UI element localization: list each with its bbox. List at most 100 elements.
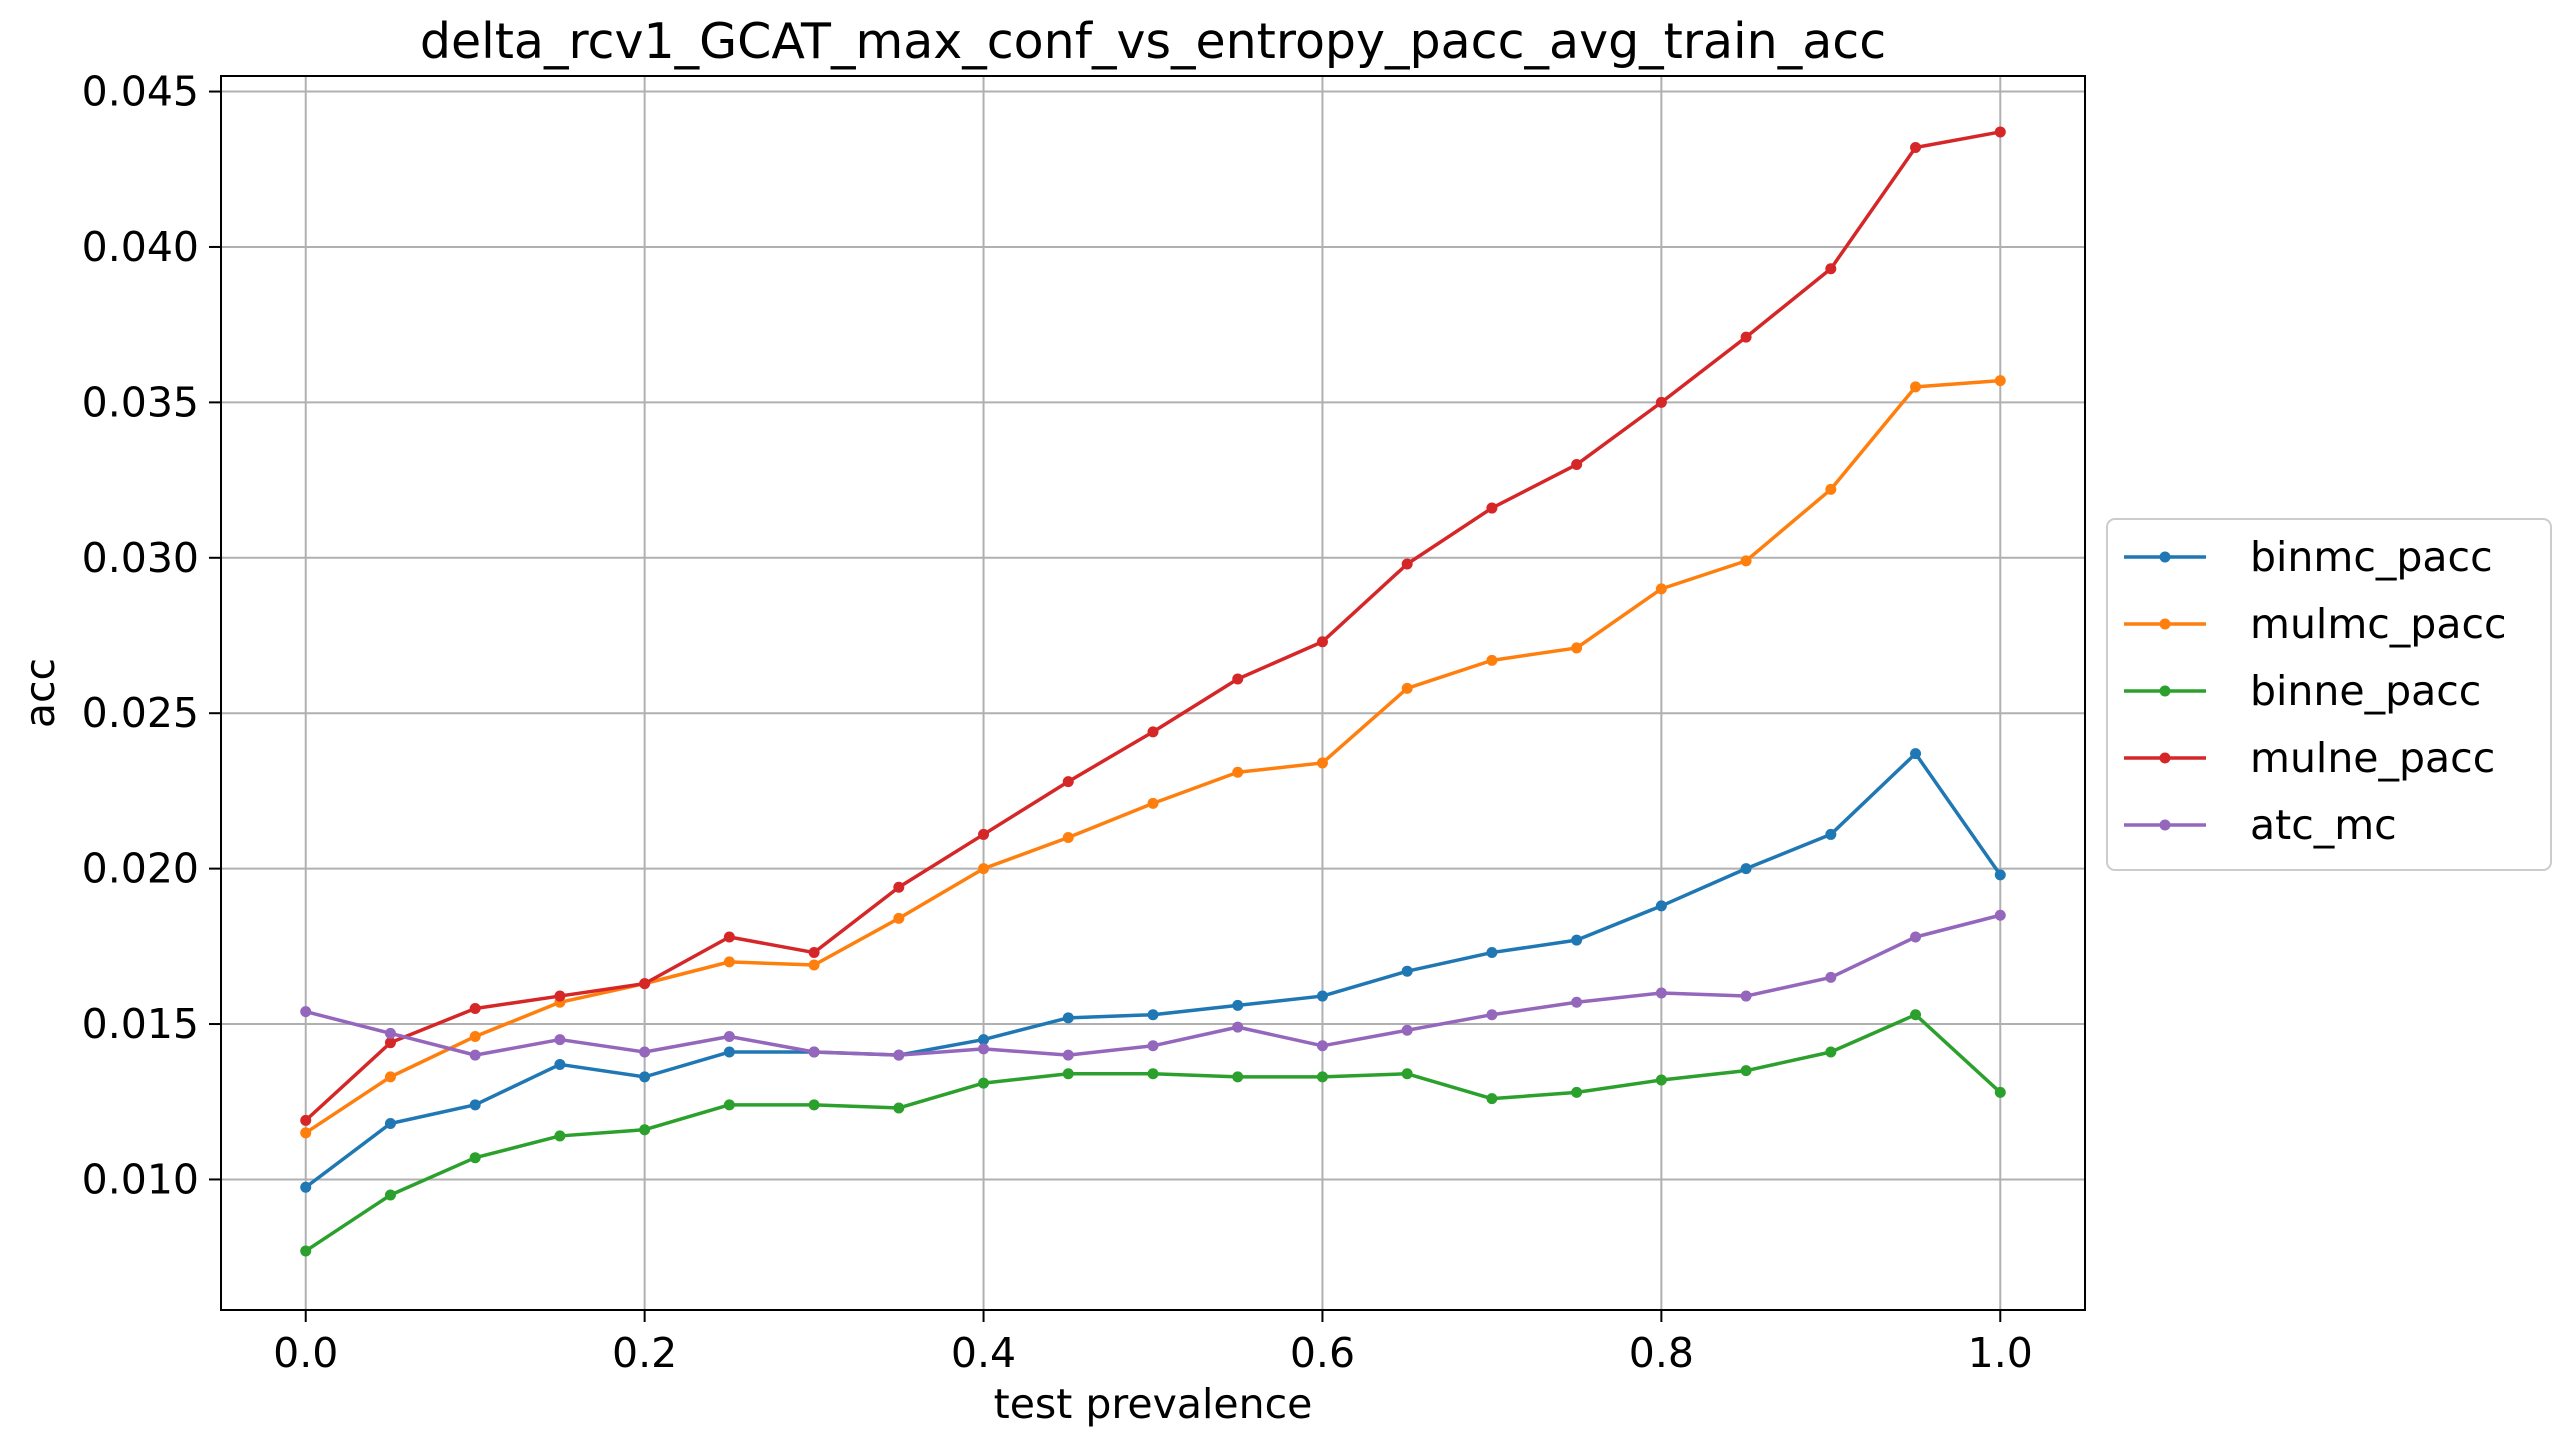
y-axis-label: acc (16, 658, 64, 728)
data-point-binne_pacc (723, 1099, 735, 1111)
data-point-binne_pacc (1401, 1068, 1413, 1080)
data-point-atc_mc (978, 1043, 990, 1055)
legend-label: binne_pacc (2250, 667, 2481, 715)
data-point-atc_mc (1062, 1049, 1074, 1061)
data-point-binmc_pacc (469, 1099, 481, 1111)
x-axis: 0.0 0.2 0.4 0.6 0.8 1.0 (273, 1310, 2033, 1377)
data-point-binmc_pacc (723, 1046, 735, 1058)
data-point-binmc_pacc (384, 1118, 396, 1130)
data-point-binne_pacc (1910, 1009, 1922, 1021)
legend-item-binmc_pacc: binmc_pacc (2124, 533, 2493, 581)
legend-marker (2159, 752, 2171, 764)
data-point-mulne_pacc (893, 881, 905, 893)
x-tick-label: 0.8 (1629, 1329, 1694, 1377)
data-point-binne_pacc (469, 1152, 481, 1164)
x-tick-label: 0.4 (951, 1329, 1016, 1377)
y-tick-label: 0.010 (82, 1155, 199, 1203)
data-point-mulmc_pacc (978, 863, 990, 875)
series-atc_mc (300, 909, 2006, 1061)
data-point-atc_mc (1571, 996, 1583, 1008)
x-tick-label: 0.2 (612, 1329, 677, 1377)
legend-label: binmc_pacc (2250, 533, 2493, 581)
legend-label: mulne_pacc (2250, 734, 2495, 782)
data-point-binmc_pacc (1994, 869, 2006, 881)
data-point-binne_pacc (1655, 1074, 1667, 1086)
data-point-binne_pacc (639, 1124, 651, 1136)
data-point-binmc_pacc (639, 1071, 651, 1083)
data-point-mulmc_pacc (808, 959, 820, 971)
data-point-binne_pacc (978, 1077, 990, 1089)
data-point-binne_pacc (1825, 1046, 1837, 1058)
data-point-mulne_pacc (1232, 673, 1244, 685)
data-point-binmc_pacc (1910, 748, 1922, 760)
legend-marker (2159, 618, 2171, 630)
data-point-mulmc_pacc (1232, 766, 1244, 778)
data-point-binne_pacc (1062, 1068, 1074, 1080)
data-point-binne_pacc (1994, 1086, 2006, 1098)
data-point-mulne_pacc (639, 978, 651, 990)
data-point-atc_mc (1147, 1040, 1159, 1052)
grid-lines (221, 76, 2085, 1310)
data-point-mulne_pacc (808, 947, 820, 959)
data-point-mulmc_pacc (1316, 757, 1328, 769)
data-point-binne_pacc (1147, 1068, 1159, 1080)
y-tick-label: 0.035 (82, 378, 199, 426)
data-point-mulne_pacc (384, 1037, 396, 1049)
series-line-mulne_pacc (304, 130, 2001, 1122)
data-point-atc_mc (639, 1046, 651, 1058)
data-point-mulne_pacc (978, 828, 990, 840)
y-tick-label: 0.030 (82, 534, 199, 582)
data-point-atc_mc (469, 1049, 481, 1061)
data-point-mulmc_pacc (1401, 682, 1413, 694)
data-point-mulne_pacc (1316, 636, 1328, 648)
data-point-mulmc_pacc (1062, 832, 1074, 844)
data-point-binne_pacc (1571, 1086, 1583, 1098)
data-point-binne_pacc (1740, 1065, 1752, 1077)
data-point-mulne_pacc (554, 990, 566, 1002)
data-point-atc_mc (1825, 971, 1837, 983)
y-tick-label: 0.015 (82, 1000, 199, 1048)
data-point-binmc_pacc (1655, 900, 1667, 912)
data-point-mulne_pacc (469, 1002, 481, 1014)
data-point-mulne_pacc (1486, 502, 1498, 514)
data-point-atc_mc (1486, 1009, 1498, 1021)
data-point-mulmc_pacc (1147, 797, 1159, 809)
data-point-atc_mc (1316, 1040, 1328, 1052)
data-point-atc_mc (723, 1030, 735, 1042)
legend-marker (2159, 819, 2171, 831)
data-point-mulmc_pacc (1910, 381, 1922, 393)
legend: binmc_pacc mulmc_pacc binne_pacc mulne_pacc… (2106, 518, 2552, 871)
data-point-binmc_pacc (1740, 863, 1752, 875)
x-tick-label: 1.0 (1968, 1329, 2033, 1377)
data-point-binmc_pacc (1825, 828, 1837, 840)
data-point-mulne_pacc (300, 1114, 312, 1126)
data-point-mulmc_pacc (1486, 654, 1498, 666)
data-point-mulmc_pacc (1655, 583, 1667, 595)
x-tick-label: 0.6 (1290, 1329, 1355, 1377)
legend-marker (2159, 551, 2171, 563)
legend-item-atc_mc: atc_mc (2124, 801, 2397, 849)
data-point-atc_mc (1994, 909, 2006, 921)
y-tick-label: 0.025 (82, 689, 199, 737)
data-point-binne_pacc (808, 1099, 820, 1111)
plot-frame (220, 75, 2086, 1311)
series-binne_pacc (300, 1009, 2006, 1257)
data-point-mulne_pacc (1401, 558, 1413, 570)
data-point-mulne_pacc (1825, 263, 1837, 275)
legend-label: mulmc_pacc (2250, 600, 2507, 648)
y-axis: 0.010 0.015 0.020 0.025 0.030 0.035 0.040 0.045 (82, 68, 221, 1203)
data-point-binne_pacc (893, 1102, 905, 1114)
data-point-mulmc_pacc (723, 956, 735, 968)
data-point-binne_pacc (1486, 1093, 1498, 1105)
data-point-mulne_pacc (1147, 726, 1159, 738)
chart-title: delta_rcv1_GCAT_max_conf_vs_entropy_pacc… (420, 13, 1886, 70)
data-point-atc_mc (808, 1046, 820, 1058)
data-point-binmc_pacc (1062, 1012, 1074, 1024)
data-point-mulmc_pacc (384, 1071, 396, 1083)
data-point-mulmc_pacc (300, 1127, 312, 1139)
series-layer (300, 126, 2006, 1257)
data-point-binmc_pacc (1232, 999, 1244, 1011)
data-point-mulmc_pacc (469, 1030, 481, 1042)
data-point-binmc_pacc (1147, 1009, 1159, 1021)
data-point-binmc_pacc (554, 1058, 566, 1070)
